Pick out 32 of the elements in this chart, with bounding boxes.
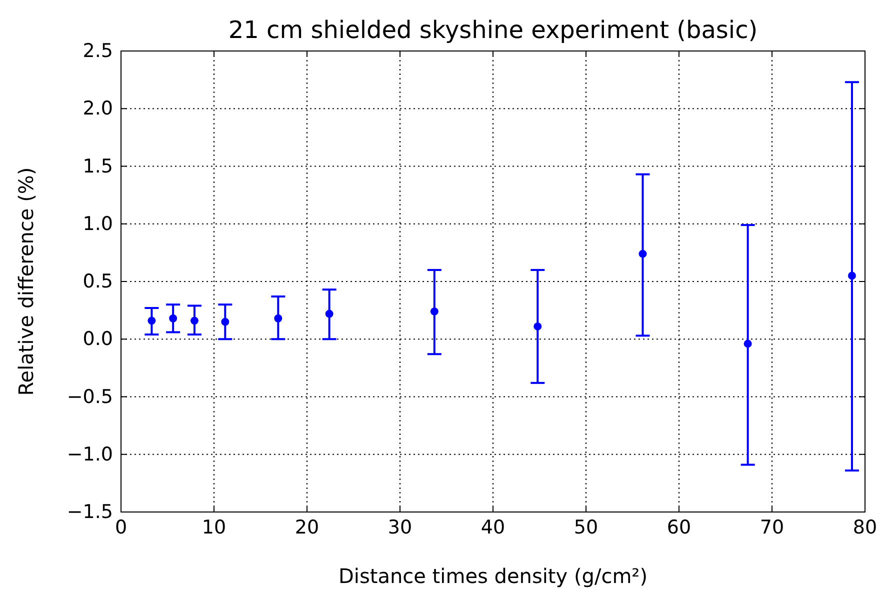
y-tick-label: −1.0 <box>66 443 113 466</box>
y-tick-label: 1.0 <box>82 212 113 235</box>
point <box>274 314 282 322</box>
x-tick-label: 40 <box>480 516 506 538</box>
x-tick-label: 50 <box>574 516 598 538</box>
point <box>325 310 334 318</box>
y-tick-label: 2.0 <box>82 98 113 120</box>
y-tick-label: 1.5 <box>82 155 113 178</box>
x-tick-label: 10 <box>202 516 226 538</box>
y-tick-label: 0.5 <box>82 270 113 293</box>
point <box>148 316 156 325</box>
y-tick-label: −1.5 <box>66 501 113 524</box>
point <box>744 340 752 348</box>
x-tick-label: 80 <box>852 516 878 538</box>
point <box>430 307 438 316</box>
point <box>190 316 198 325</box>
x-tick-label: 70 <box>760 516 784 538</box>
x-tick-label: 20 <box>294 516 320 538</box>
y-tick-label: 0.0 <box>82 328 113 350</box>
point <box>534 322 542 330</box>
chart-title: 21 cm shielded skyshine experiment (basic) <box>228 16 758 44</box>
point <box>169 314 178 322</box>
point <box>638 250 647 258</box>
point <box>848 272 856 280</box>
x-tick-label: 60 <box>666 516 692 538</box>
point <box>221 318 230 326</box>
x-axis-title: Distance times density (g/cm²) <box>338 564 648 588</box>
y-tick-label: 2.5 <box>82 40 113 62</box>
y-tick-label: −0.5 <box>66 386 113 408</box>
x-tick-label: 0 <box>114 516 128 538</box>
x-tick-label: 30 <box>388 516 412 538</box>
y-axis-title: Relative difference (%) <box>14 167 38 396</box>
